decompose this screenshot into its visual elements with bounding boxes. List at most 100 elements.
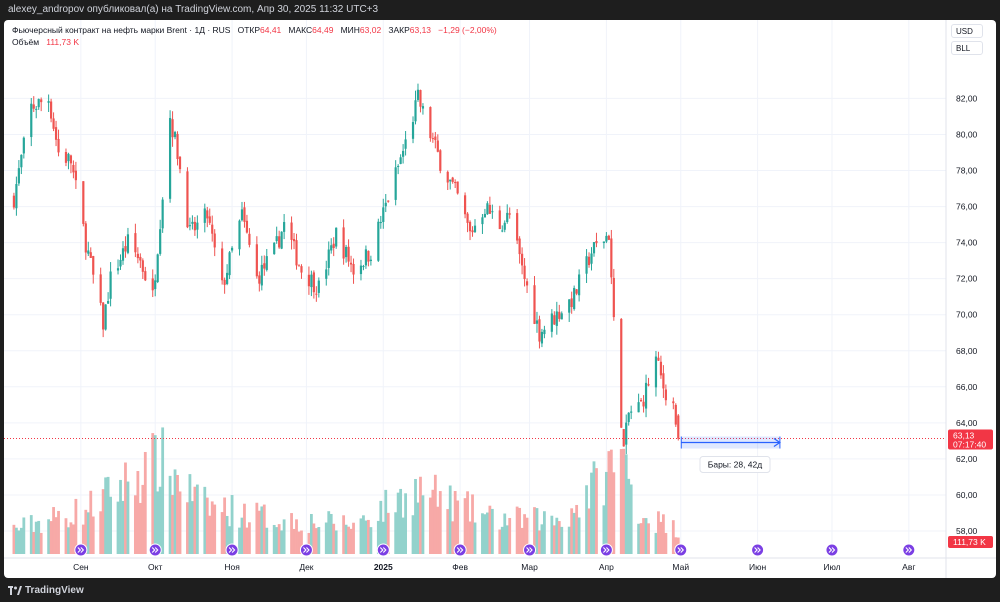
volume-bar [421,495,425,554]
event-icon[interactable] [74,543,88,557]
symbol-legend: Фьючерсный контракт на нефть марки Brent… [12,25,497,35]
volume-bar [381,521,385,554]
volume-bar [156,491,160,554]
volume-label[interactable]: Объём [12,37,40,47]
volume-bar [104,477,108,554]
event-icon[interactable] [299,543,313,557]
time-tick-label: Окт [148,562,162,572]
candle-body [275,236,278,242]
volume-bar [173,469,177,554]
unit-button[interactable]: BLL [951,41,983,55]
volume-bar [52,507,55,554]
volume-bar [659,521,663,554]
volume-bar [525,517,529,554]
event-icon[interactable] [376,543,390,557]
candle-body [307,274,311,287]
event-icon[interactable] [225,543,239,557]
volume-bar [347,526,350,554]
candle-body [677,415,680,439]
candle-body [578,274,581,296]
volume-bar [238,527,241,554]
volume-bars [12,427,680,554]
event-icon[interactable] [751,543,765,557]
candle-body [37,99,40,108]
volume-bar [604,471,608,554]
candle-body [498,210,501,230]
volume-bar [213,504,217,554]
volume-bar [490,508,494,554]
candle-body [54,127,58,140]
time-tick-label: Июл [823,562,840,572]
candle-body [312,272,315,293]
volume-bar [265,527,269,554]
volume-bar [208,515,212,554]
volume-bar [81,524,85,554]
time-tick-label: Апр [599,562,614,572]
volume-bar [664,532,668,554]
volume-bar [629,484,633,554]
volume-bar [416,502,420,554]
event-icon[interactable] [825,543,839,557]
price-scale: 58,00 60,00 62,00 64,00 66,00 68,00 70,00 72,00… [945,20,978,578]
forward-arrow-icon [379,547,387,553]
candle-body [573,287,576,310]
event-icon[interactable] [523,543,537,557]
event-icon[interactable] [674,543,688,557]
candle-body [171,119,174,138]
candle-body [627,412,630,423]
event-icon[interactable] [453,543,467,557]
volume-value: 111,73 K [46,37,79,47]
volume-bar [384,489,388,554]
close-value: 63,13 [409,25,432,35]
currency-button[interactable]: USD [951,24,983,38]
open-label: ОТКР [237,25,261,35]
volume-tag [948,536,993,548]
candle-body [394,167,397,200]
volume-bar [438,491,442,554]
candle-body [421,106,425,109]
tradingview-logo-icon [8,585,22,595]
candle-body [446,171,449,183]
price-chart[interactable]: 58,00 60,00 62,00 64,00 66,00 68,00 70,00 72,00… [4,20,996,578]
event-icon[interactable] [599,543,613,557]
candle-body [87,250,90,254]
measure-label-box [699,456,771,474]
volume-bar [644,518,648,554]
chart-panel[interactable]: 58,00 60,00 62,00 64,00 66,00 68,00 70,00 72,00… [4,20,996,578]
publisher-text: alexey_andropov опубликовал(а) на Tradin… [8,4,379,15]
candle-body [292,238,296,242]
candle-body [595,241,598,244]
event-icon[interactable] [902,543,916,557]
volume-bar [662,514,665,554]
volume-bar [57,510,60,554]
symbol-title[interactable]: Фьючерсный контракт на нефть марки Brent… [12,25,231,35]
tradingview-logo[interactable]: TradingView [8,585,84,596]
volume-bar [622,448,626,554]
volume-bar [463,498,467,554]
volume-bar [555,517,559,554]
candle-body [491,211,494,213]
candle-body [533,285,536,324]
forward-arrow-icon [303,547,310,553]
volume-bar [619,449,623,554]
candle-body [344,246,348,258]
volume-bar [69,522,73,554]
volume-bar [567,526,571,554]
forward-arrow-icon [228,547,236,553]
volume-bar [533,507,536,554]
volume-bar [642,518,645,554]
volume-bar [124,462,127,554]
countdown-value: 07:17:40 [953,440,986,450]
candle-body [64,152,68,163]
candle-body [612,277,615,318]
candle-body [30,103,33,138]
volume-bar [205,497,209,554]
candle-body [644,382,648,409]
volume-bar [248,522,251,554]
volume-bar [647,523,650,554]
candle-body [116,268,120,271]
event-icon[interactable] [148,543,162,557]
candle-body [647,384,650,386]
candle-body [119,259,122,267]
candle-body [89,252,92,258]
